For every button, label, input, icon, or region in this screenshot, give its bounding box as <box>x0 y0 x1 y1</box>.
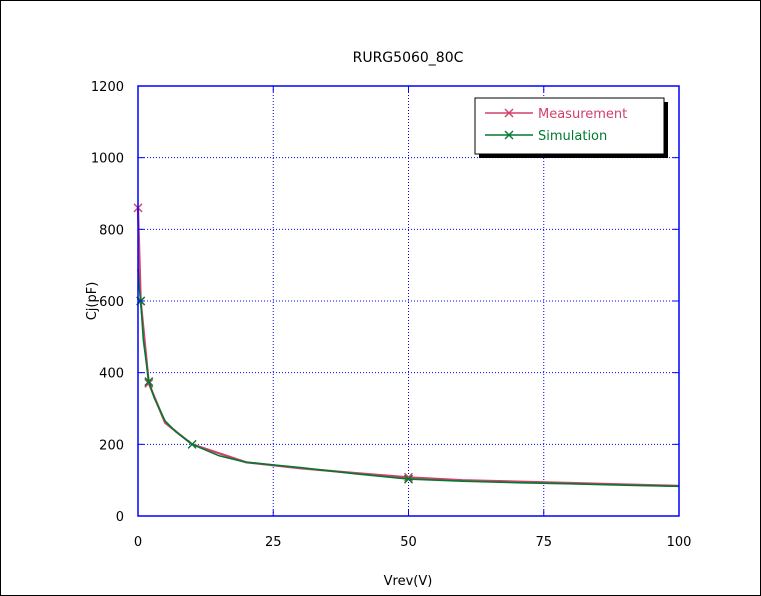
x-tick-label: 100 <box>667 535 692 550</box>
y-axis-label: Cj(pF) <box>85 282 100 321</box>
y-tick-label: 1000 <box>91 152 124 167</box>
chart-title: RURG5060_80C <box>353 50 464 66</box>
legend-box <box>474 97 665 155</box>
legend-measurement-label: Measurement <box>538 107 627 122</box>
y-tick-label: 0 <box>116 510 124 525</box>
y-tick-label: 200 <box>99 438 124 453</box>
legend-simulation-label: Simulation <box>538 129 607 144</box>
y-tick-labels: 0 200 400 600 800 1000 1200 <box>91 80 124 525</box>
x-tick-labels: 0 25 50 75 100 <box>134 535 692 550</box>
legend-simulation-marker <box>504 130 514 140</box>
x-tick-label: 0 <box>134 535 142 550</box>
x-axis-label: Vrev(V) <box>384 574 433 589</box>
y-tick-label: 400 <box>99 367 124 382</box>
legend: Measurement Simulation <box>474 97 668 158</box>
grid-lines <box>138 86 679 516</box>
x-tick-label: 75 <box>535 535 552 550</box>
simulation-marker <box>144 377 154 387</box>
simulation-line <box>137 268 680 488</box>
legend-entries: Measurement Simulation <box>485 107 627 144</box>
simulation-marker <box>187 439 197 449</box>
y-tick-label: 1200 <box>91 80 124 95</box>
y-tick-label: 600 <box>99 295 124 310</box>
y-tick-label: 800 <box>99 223 124 238</box>
x-tick-label: 50 <box>400 535 417 550</box>
legend-measurement-marker <box>504 108 514 118</box>
axis-ticks <box>137 85 680 517</box>
x-tick-label: 25 <box>265 535 282 550</box>
simulation-marker <box>404 474 413 484</box>
